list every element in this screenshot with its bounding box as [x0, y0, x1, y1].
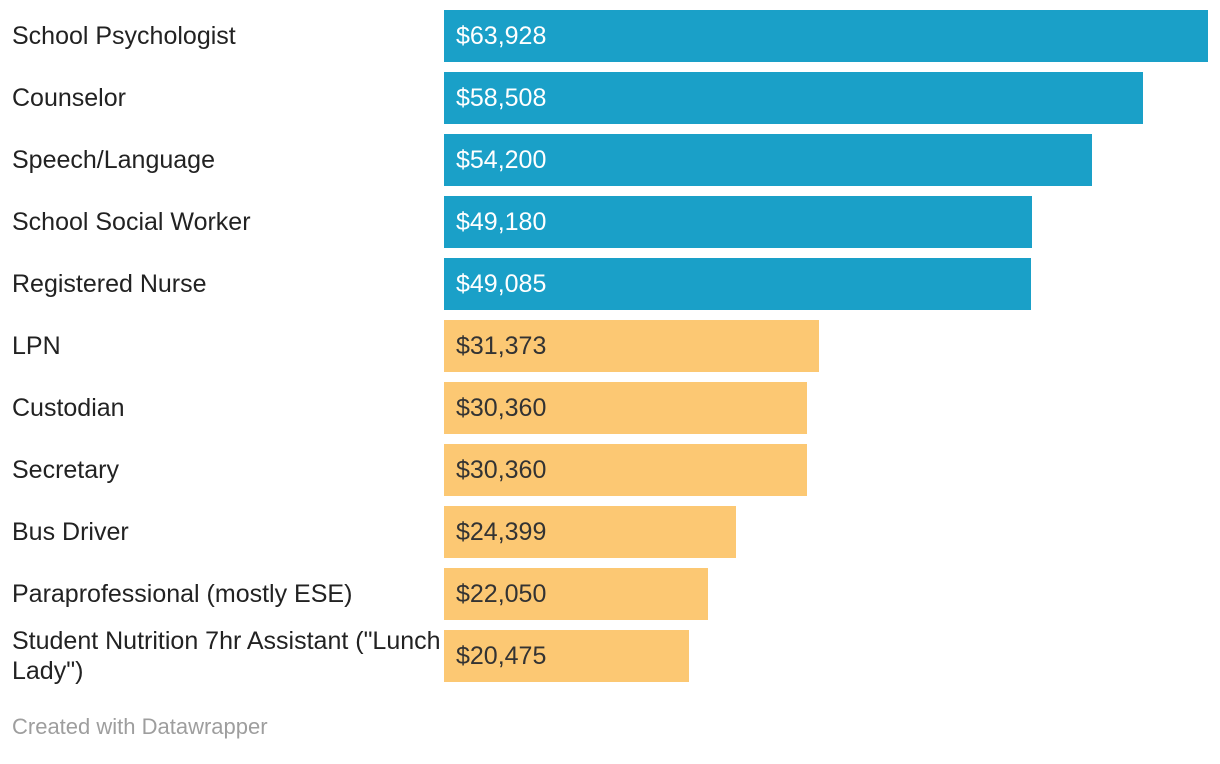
bar-track: $63,928 — [444, 10, 1208, 62]
category-label: Secretary — [12, 455, 119, 484]
category-label: School Psychologist — [12, 21, 236, 50]
chart-row: School Psychologist $63,928 — [0, 10, 1220, 62]
category-label: Registered Nurse — [12, 269, 207, 298]
value-label: $63,928 — [456, 21, 547, 50]
bar-track: $54,200 — [444, 134, 1208, 186]
category-label: Custodian — [12, 393, 125, 422]
bar-low: $24,399 — [444, 506, 736, 558]
bar-low: $30,360 — [444, 444, 807, 496]
value-label: $58,508 — [456, 83, 547, 112]
bar-track: $49,085 — [444, 258, 1208, 310]
value-label: $31,373 — [456, 331, 547, 360]
value-label: $24,399 — [456, 517, 547, 546]
category-label: LPN — [12, 331, 61, 360]
chart-row: Student Nutrition 7hr Assistant ("Lunch … — [0, 627, 1220, 685]
value-label: $49,180 — [456, 207, 547, 236]
value-label: $49,085 — [456, 269, 547, 298]
chart-row: Custodian $30,360 — [0, 382, 1220, 434]
bar-high: $49,085 — [444, 258, 1031, 310]
bar-chart: School Psychologist $63,928 Counselor $58,5… — [0, 10, 1220, 739]
category-label: Paraprofessional (mostly ESE) — [12, 579, 353, 608]
chart-row: Bus Driver $24,399 — [0, 506, 1220, 558]
category-label: Speech/Language — [12, 145, 215, 174]
datawrapper-credit[interactable]: Created with Datawrapper — [12, 714, 268, 739]
bar-track: $58,508 — [444, 72, 1208, 124]
bar-track: $31,373 — [444, 320, 1208, 372]
chart-row: Paraprofessional (mostly ESE) $22,050 — [0, 568, 1220, 620]
value-label: $30,360 — [456, 393, 547, 422]
category-label: Bus Driver — [12, 517, 129, 546]
bar-track: $49,180 — [444, 196, 1208, 248]
chart-row: Registered Nurse $49,085 — [0, 258, 1220, 310]
bar-high: $58,508 — [444, 72, 1144, 124]
category-label: Counselor — [12, 83, 126, 112]
bar-chart-rows: School Psychologist $63,928 Counselor $58,5… — [0, 10, 1220, 685]
value-label: $22,050 — [456, 579, 547, 608]
value-label: $20,475 — [456, 641, 547, 670]
category-label: Student Nutrition 7hr Assistant ("Lunch … — [12, 626, 441, 686]
bar-track: $30,360 — [444, 444, 1208, 496]
chart-row: Secretary $30,360 — [0, 444, 1220, 496]
chart-row: School Social Worker $49,180 — [0, 196, 1220, 248]
bar-low: $20,475 — [444, 630, 689, 682]
bar-low: $31,373 — [444, 320, 819, 372]
bar-high: $54,200 — [444, 134, 1092, 186]
bar-track: $20,475 — [444, 630, 1208, 682]
bar-high: $63,928 — [444, 10, 1208, 62]
value-label: $54,200 — [456, 145, 547, 174]
chart-row: LPN $31,373 — [0, 320, 1220, 372]
bar-low: $30,360 — [444, 382, 807, 434]
bar-track: $30,360 — [444, 382, 1208, 434]
bar-track: $24,399 — [444, 506, 1208, 558]
chart-row: Counselor $58,508 — [0, 72, 1220, 124]
value-label: $30,360 — [456, 455, 547, 484]
category-label: School Social Worker — [12, 207, 251, 236]
chart-row: Speech/Language $54,200 — [0, 134, 1220, 186]
bar-high: $49,180 — [444, 196, 1032, 248]
bar-track: $22,050 — [444, 568, 1208, 620]
bar-low: $22,050 — [444, 568, 708, 620]
